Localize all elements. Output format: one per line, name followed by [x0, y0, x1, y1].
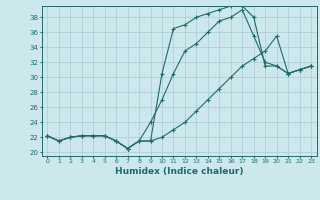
X-axis label: Humidex (Indice chaleur): Humidex (Indice chaleur) — [115, 167, 244, 176]
